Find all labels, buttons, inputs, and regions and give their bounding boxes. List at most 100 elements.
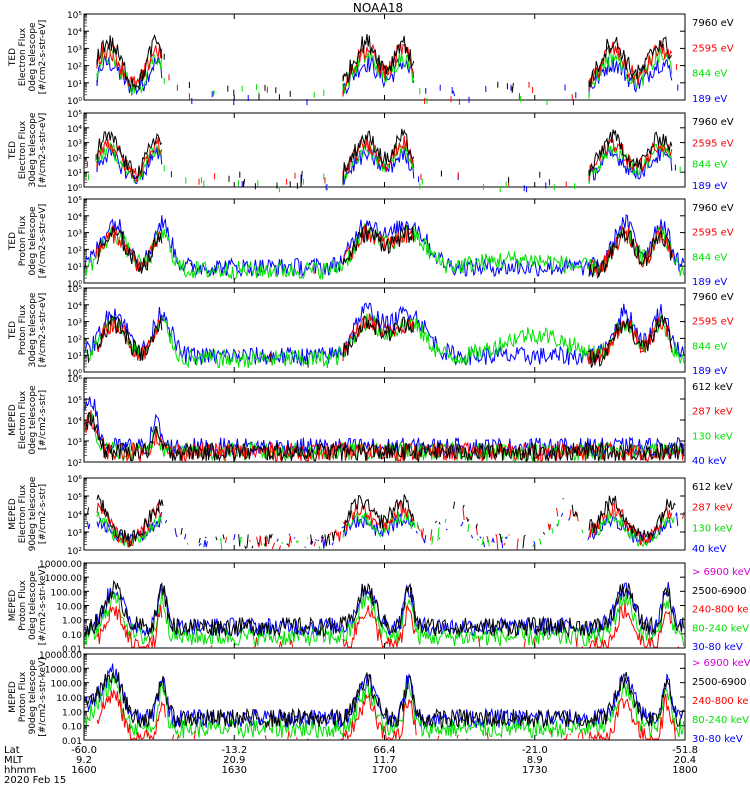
- legend-entry: 80-240 keV: [692, 623, 749, 634]
- y-tick-label: 10²: [67, 246, 82, 256]
- y-axis-label: TED Proton Flux 0deg telescope [#/cm2-s-str…: [8, 204, 48, 279]
- y-tick-label: 10²: [67, 154, 82, 164]
- y-label-line: TED: [8, 321, 18, 340]
- footer-row-label: Lat: [4, 745, 20, 756]
- y-label-line: MEPED: [8, 681, 18, 713]
- footer-lat: -60.0: [71, 745, 97, 756]
- panel-7: 0.010.101.0010.00100.001000.0010000.00ME…: [8, 560, 750, 655]
- panel-frame: [83, 13, 686, 101]
- legend-entry: > 6900 keV: [692, 658, 750, 669]
- footer-mlt: 8.9: [527, 755, 543, 766]
- y-label-line: [#/cm2-s-str-keV]: [38, 657, 48, 736]
- y-label-line: [#/cm2-s-str-eV]: [38, 204, 48, 279]
- legend-entry: 7960 eV: [692, 117, 734, 128]
- legend-entry: 844 eV: [692, 69, 727, 80]
- series-trace: [86, 135, 673, 188]
- y-tick-label: 10.00: [56, 694, 82, 704]
- y-label-line: [#/cm2-s-str]: [38, 484, 48, 544]
- series-trace: [96, 313, 673, 365]
- legend-entry: 7960 eV: [692, 292, 734, 303]
- footer-time: 1630: [222, 765, 247, 776]
- y-label-line: Proton Flux: [18, 215, 28, 266]
- y-tick-label: 10³: [67, 438, 82, 448]
- panel-5: 10² 10³ 10⁴ 10⁵ 10⁶ MEPED Electron Flux 0deg te…: [8, 375, 733, 469]
- y-tick-label: 10⁶: [67, 375, 82, 385]
- y-tick-label: 10²: [67, 459, 82, 469]
- footer-mlt: 20.4: [674, 755, 696, 766]
- y-tick-label: 10⁰: [67, 97, 82, 107]
- y-tick-label: 10³: [67, 529, 82, 539]
- y-tick-label: 10³: [67, 319, 82, 329]
- series-trace: [84, 591, 685, 647]
- y-label-line: Electron Flux: [18, 120, 28, 179]
- legend-entry: 612 keV: [692, 482, 733, 493]
- series-trace: [96, 603, 679, 649]
- footer-time: 1700: [372, 765, 397, 776]
- series-trace: [84, 674, 685, 739]
- y-label-line: 0deg telescope: [28, 385, 38, 455]
- y-label-line: [#/cm2-s-str-eV]: [38, 113, 48, 188]
- y-axis-label: MEPED Electron Flux 0deg telescope [#/cm2-s…: [8, 385, 48, 455]
- y-label-line: [#/cm2-s-str-keV]: [38, 566, 48, 645]
- panel-frame: [83, 112, 686, 188]
- footer-mlt: 11.7: [373, 755, 395, 766]
- series-trace: [87, 495, 683, 549]
- legend-entry: 287 keV: [692, 503, 733, 514]
- panel-6: 10² 10³ 10⁴ 10⁵ 10⁶ MEPED Electron Flux 90deg t…: [8, 475, 733, 557]
- y-tick-label: 10⁰: [67, 184, 82, 194]
- y-label-line: [#/cm2-s-str-eV]: [38, 20, 48, 95]
- y-tick-label: 10²: [67, 335, 82, 345]
- y-tick-label: 10000.00: [39, 560, 82, 570]
- footer-row-label: hhmm: [4, 765, 36, 776]
- y-tick-label: 10²: [67, 63, 82, 73]
- series-trace: [86, 511, 679, 549]
- y-tick-label: 10⁵: [67, 493, 82, 503]
- y-label-line: 0deg telescope: [28, 22, 38, 92]
- legend-entry: 40 keV: [692, 456, 726, 467]
- y-axis-label: MEPED Electron Flux 90deg telescope [#/cm2-…: [8, 476, 48, 551]
- y-label-line: 0deg telescope: [28, 206, 38, 276]
- series-trace: [84, 671, 685, 730]
- series-trace: [84, 579, 684, 638]
- y-axis-label: TED Electron Flux 0deg telescope [#/cm2-s-s…: [8, 20, 48, 95]
- series-trace: [88, 142, 681, 193]
- panel-4: 10⁰ 10¹ 10² 10³ 10⁴ 10⁵ TED Proton Flux 30deg te…: [8, 285, 734, 379]
- panel-frame: [83, 477, 686, 551]
- legend-entry: 30-80 keV: [692, 642, 743, 653]
- y-tick-label: 10⁴: [67, 302, 82, 312]
- legend-entry: 2595 eV: [692, 43, 734, 54]
- y-tick-label: 0.01: [62, 645, 82, 655]
- legend-entry: 844 eV: [692, 160, 727, 171]
- y-label-line: Electron Flux: [18, 484, 28, 543]
- y-tick-label: 0.10: [62, 723, 82, 733]
- y-label-line: Proton Flux: [18, 580, 28, 631]
- y-label-line: TED: [8, 232, 18, 251]
- legend-entry: 2595 eV: [692, 138, 734, 149]
- y-tick-label: 10³: [67, 140, 82, 150]
- footer-lat: 66.4: [373, 745, 395, 756]
- series-trace: [96, 500, 685, 550]
- y-tick-label: 100.00: [51, 680, 83, 690]
- y-tick-label: 10²: [67, 547, 82, 557]
- y-label-line: 30deg telescope: [28, 112, 38, 187]
- y-tick-label: 10⁴: [67, 28, 82, 38]
- y-axis-label: TED Proton Flux 30deg telescope [#/cm2-s-st…: [8, 292, 48, 367]
- legend-entry: 2500-6900: [692, 586, 747, 597]
- y-label-line: MEPED: [8, 590, 18, 622]
- footer-time: 1800: [672, 765, 697, 776]
- y-label-line: Electron Flux: [18, 27, 28, 86]
- legend-entry: 130 keV: [692, 431, 733, 442]
- y-tick-label: 10⁵: [67, 110, 82, 120]
- y-tick-label: 10³: [67, 45, 82, 55]
- legend-entry: 2595 eV: [692, 228, 734, 239]
- panel-1: 10⁰ 10¹ 10² 10³ 10⁴ 10⁵ TED Electron Flux 0deg t…: [8, 11, 734, 107]
- legend-entry: 612 keV: [692, 382, 733, 393]
- legend-entry: 287 keV: [692, 407, 733, 418]
- series-trace: [87, 315, 682, 368]
- legend-entry: > 6900 keV: [692, 567, 750, 578]
- series-trace: [84, 663, 684, 730]
- y-label-line: Proton Flux: [18, 671, 28, 722]
- y-tick-label: 10⁵: [67, 11, 82, 21]
